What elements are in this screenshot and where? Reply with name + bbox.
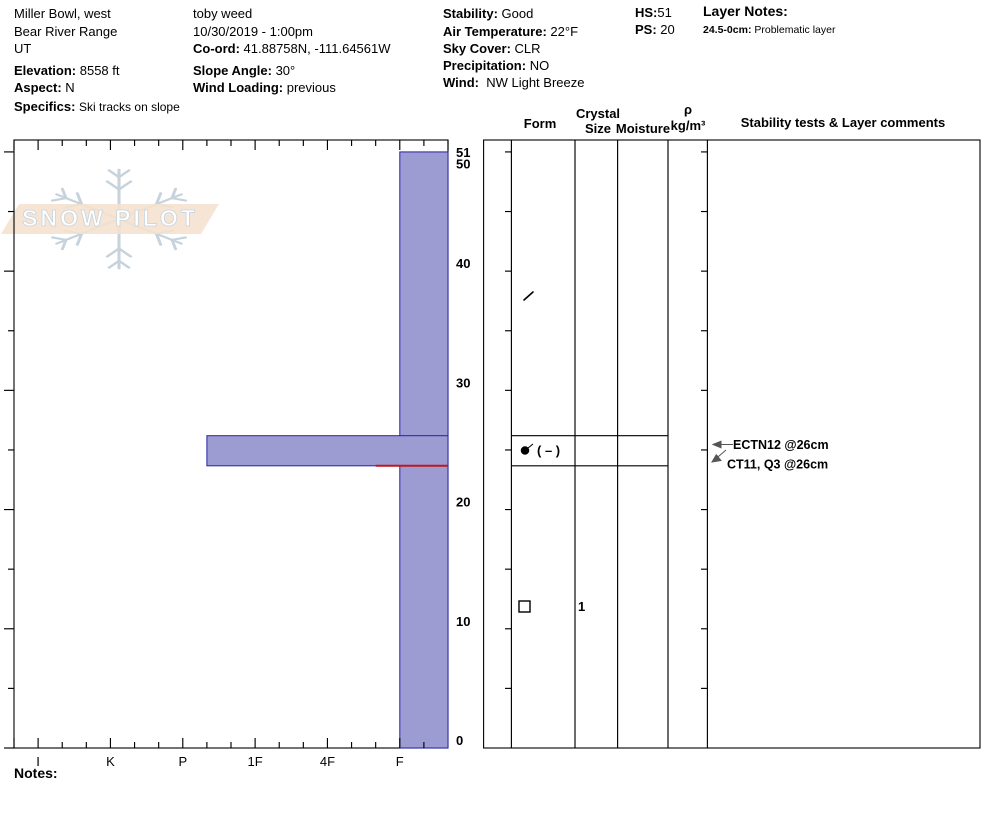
svg-text:ECTN12 @26cm: ECTN12 @26cm [733, 438, 829, 452]
svg-text:P: P [178, 754, 187, 769]
svg-text:Stability tests & Layer commen: Stability tests & Layer comments [741, 115, 945, 130]
svg-text:0: 0 [456, 733, 463, 748]
svg-text:Size: Size [585, 121, 611, 136]
svg-text:1: 1 [578, 599, 585, 614]
svg-text:4F: 4F [320, 754, 335, 769]
svg-text:ρ: ρ [684, 102, 692, 117]
svg-text:SNOW PILOT: SNOW PILOT [22, 205, 198, 231]
svg-text:20: 20 [456, 495, 470, 510]
svg-text:10: 10 [456, 614, 470, 629]
svg-text:Crystal: Crystal [576, 106, 620, 121]
svg-text:40: 40 [456, 256, 470, 271]
svg-text:Moisture: Moisture [616, 121, 670, 136]
svg-text:kg/m³: kg/m³ [671, 118, 706, 133]
svg-text:I: I [36, 754, 40, 769]
svg-text:F: F [396, 754, 404, 769]
svg-text:1F: 1F [248, 754, 263, 769]
svg-text:K: K [106, 754, 115, 769]
svg-text:Form: Form [524, 116, 557, 131]
svg-text:51: 51 [456, 145, 470, 160]
svg-text:30: 30 [456, 375, 470, 390]
svg-text:CT11, Q3 @26cm: CT11, Q3 @26cm [727, 458, 828, 472]
svg-text:( – ): ( – ) [537, 443, 560, 458]
